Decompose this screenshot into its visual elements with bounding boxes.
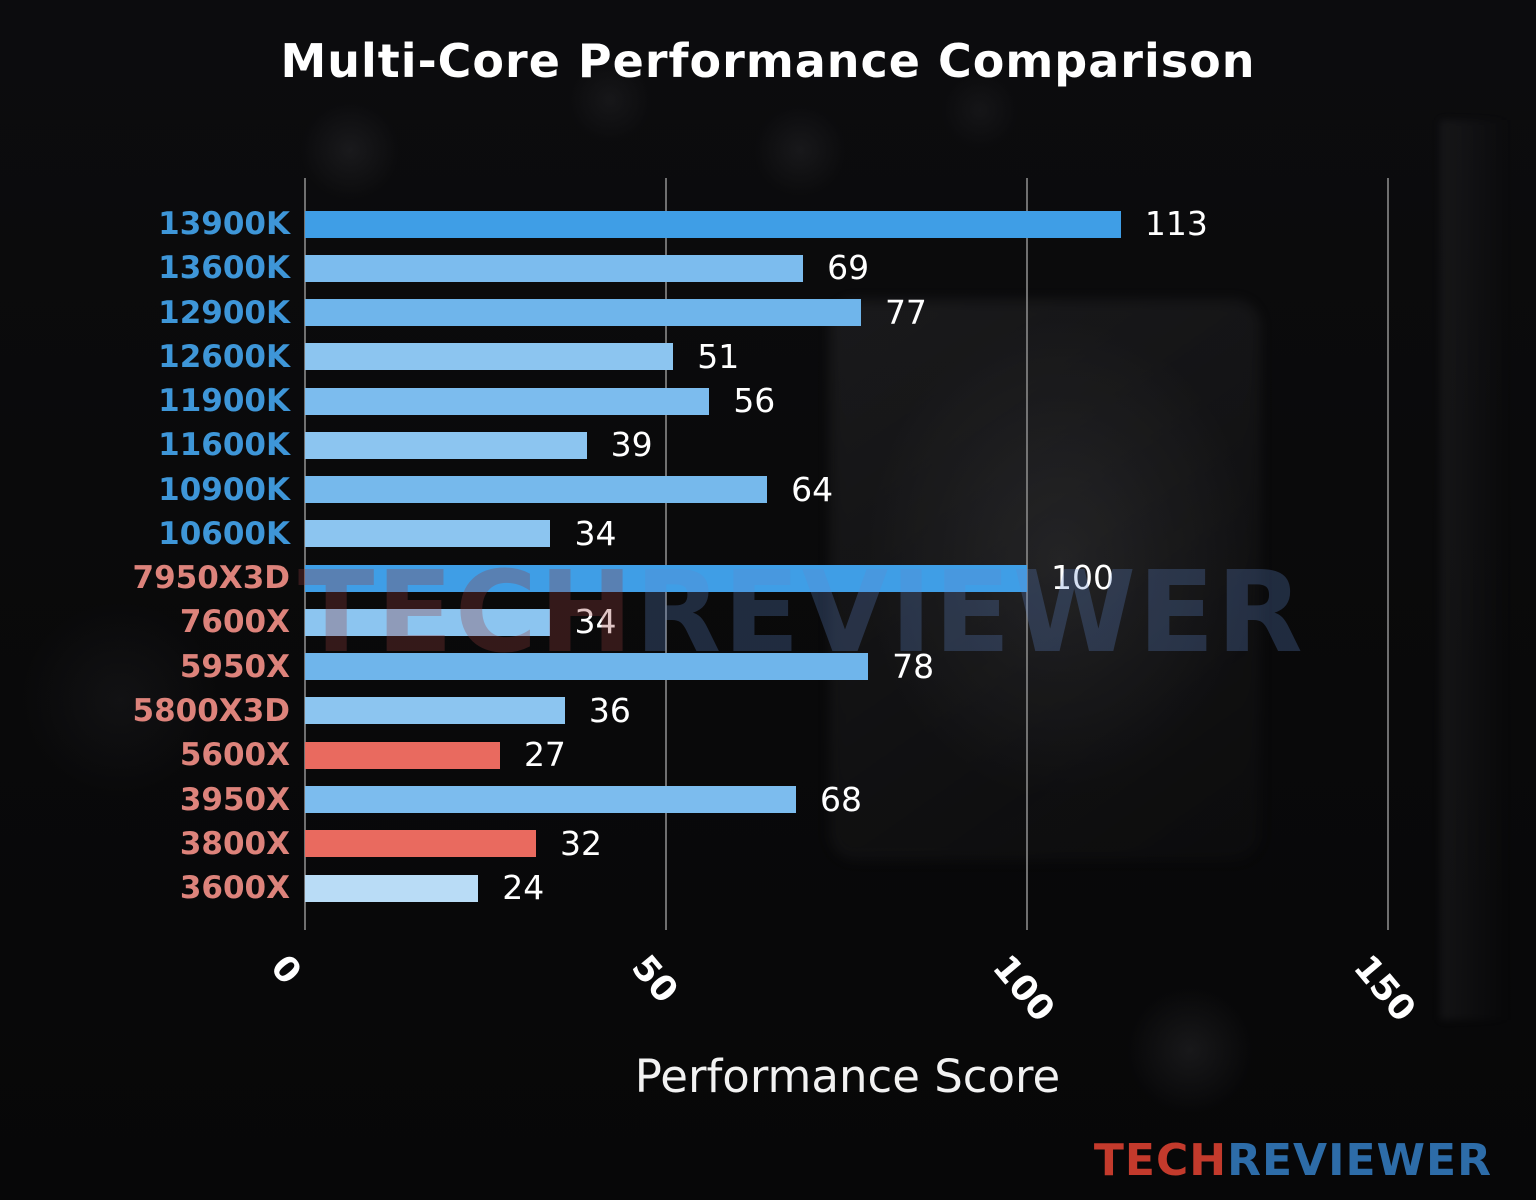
bar-12600K [305,343,674,371]
bar-13900K [305,210,1121,238]
bar-5600X [305,741,500,769]
category-label-5950X: 5950X [179,648,290,685]
watermark-reviewer: REVIEWER [634,548,1305,678]
category-label-3600X: 3600X [179,870,290,907]
gridline-x-0 [304,178,306,930]
gridline-x-150 [1387,178,1389,930]
x-tick-label-0: 0 [262,948,309,993]
category-label-7600X: 7600X [179,604,290,641]
category-label-11900K: 11900K [158,383,290,420]
category-label-12900K: 12900K [158,294,290,331]
category-label-10600K: 10600K [158,515,290,552]
value-label-3800X: 32 [560,823,603,863]
bar-12900K [305,299,861,327]
bar-3600X [305,874,479,902]
background-strip [1440,120,1510,1020]
bar-3950X [305,786,796,813]
value-label-5950X: 78 [892,646,935,686]
category-label-3950X: 3950X [179,781,290,818]
bar-5950X [305,653,869,681]
watermark-tech: TECH [298,548,635,678]
x-tick-label-150: 150 [1345,948,1423,1030]
x-tick-label-50: 50 [623,948,686,1012]
category-label-13600K: 13600K [158,250,290,287]
bar-10600K [305,520,551,548]
chart-title: Multi-Core Performance Comparison [280,34,1256,88]
bar-10900K [305,476,768,504]
bar-7950X3D [305,564,1027,592]
bar-7600X [305,608,551,636]
logo-tech: TECH [1093,1135,1228,1186]
category-label-3800X: 3800X [179,825,290,862]
x-tick-label-100: 100 [984,948,1062,1030]
x-axis-label: Performance Score [634,1050,1061,1103]
value-label-5800X3D: 36 [588,690,631,730]
watermark: TECHREVIEWER [298,548,1305,678]
logo-reviewer: REVIEWER [1227,1135,1492,1186]
gridline-x-100 [1026,178,1028,930]
category-label-7950X3D: 7950X3D [132,560,290,597]
bar-11600K [305,431,587,459]
value-label-7950X3D: 100 [1051,558,1114,598]
category-label-5800X3D: 5800X3D [132,692,290,729]
value-label-3950X: 68 [819,779,862,819]
category-label-11600K: 11600K [158,427,290,464]
category-label-13900K: 13900K [158,206,290,242]
value-label-3600X: 24 [502,868,545,908]
techreviewer-logo: TECHREVIEWER [1094,1135,1492,1186]
value-label-5600X: 27 [523,735,566,775]
bar-3800X [305,830,537,858]
value-label-11900K: 56 [733,381,776,421]
value-label-12900K: 77 [884,292,927,332]
value-label-13600K: 69 [827,248,870,288]
bar-13600K [305,254,804,282]
category-label-10900K: 10900K [158,471,290,508]
gridline-x-50 [665,178,667,930]
value-label-12600K: 51 [697,336,740,376]
value-label-10900K: 64 [791,469,834,509]
bar-5800X3D [305,697,565,725]
value-label-11600K: 39 [610,425,653,465]
category-label-12600K: 12600K [158,338,290,375]
value-label-10600K: 34 [574,513,617,553]
bar-11900K [305,387,710,415]
value-label-7600X: 34 [574,602,617,642]
value-label-13900K: 113 [1144,204,1208,243]
category-label-5600X: 5600X [179,737,290,774]
